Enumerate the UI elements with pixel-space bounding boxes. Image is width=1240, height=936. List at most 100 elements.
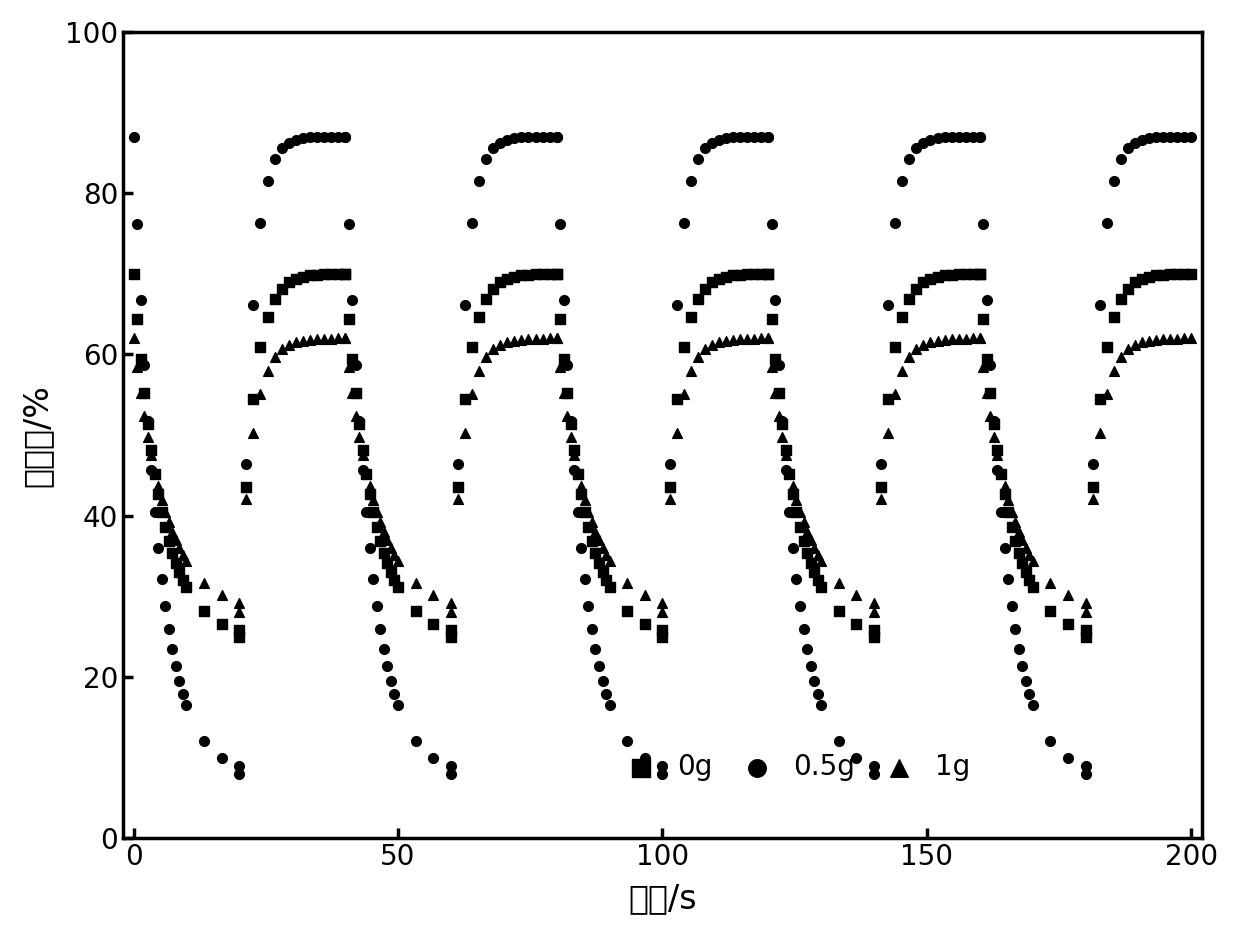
0g [518, 268, 538, 283]
0g [596, 573, 616, 588]
1g [688, 350, 708, 365]
0.5g [1012, 659, 1032, 674]
1g [469, 363, 489, 378]
0.5g [490, 135, 510, 150]
0.5g [1111, 152, 1131, 167]
0g [1076, 629, 1096, 644]
0.5g [145, 505, 165, 519]
0g [1118, 281, 1138, 296]
0g [314, 267, 334, 282]
0.5g [1125, 135, 1145, 150]
0.5g [1090, 297, 1110, 312]
0g [1132, 271, 1152, 286]
0g [761, 312, 781, 327]
0g [557, 386, 577, 401]
0.5g [970, 129, 990, 144]
0.5g [985, 414, 1004, 429]
0.5g [243, 297, 263, 312]
0g [776, 443, 796, 458]
1g [585, 524, 605, 539]
0g [162, 546, 182, 561]
0g [660, 479, 680, 494]
0g [744, 267, 764, 282]
0g [151, 505, 171, 519]
0g [463, 340, 482, 355]
1g [441, 605, 461, 620]
1g [885, 387, 905, 402]
0.5g [797, 641, 817, 656]
1g [149, 479, 169, 494]
0.5g [250, 215, 270, 230]
0.5g [702, 135, 722, 150]
0.5g [730, 129, 750, 144]
0g [335, 266, 355, 281]
0.5g [652, 759, 672, 774]
0g [782, 487, 802, 502]
1g [145, 464, 165, 479]
1g [635, 588, 655, 603]
1g [893, 363, 913, 378]
0g [600, 580, 620, 595]
0.5g [423, 751, 443, 766]
0g [985, 417, 1004, 431]
0g [828, 604, 848, 619]
0.5g [765, 293, 785, 308]
0.5g [124, 129, 144, 144]
1g [134, 408, 154, 423]
0.5g [593, 673, 613, 688]
1g [1012, 533, 1032, 548]
0.5g [977, 293, 997, 308]
0g [769, 386, 789, 401]
1g [511, 332, 531, 347]
1g [155, 505, 175, 519]
0.5g [1153, 129, 1173, 144]
1g [667, 425, 687, 440]
1g [994, 479, 1014, 494]
0g [864, 629, 884, 644]
1g [564, 447, 584, 462]
1g [1167, 331, 1187, 346]
0.5g [172, 686, 192, 701]
0.5g [1182, 129, 1202, 144]
0.5g [448, 456, 467, 471]
0g [730, 268, 750, 283]
1g [363, 492, 383, 507]
0g [709, 271, 729, 286]
1g [264, 350, 284, 365]
0.5g [130, 293, 150, 308]
0.5g [229, 767, 249, 782]
0.5g [794, 622, 813, 636]
1g [673, 387, 693, 402]
0g [991, 466, 1011, 481]
0.5g [229, 759, 249, 774]
0g [751, 267, 771, 282]
0.5g [1104, 173, 1123, 188]
1g [914, 337, 934, 352]
0g [994, 487, 1014, 502]
1g [973, 359, 993, 374]
1g [463, 387, 482, 402]
0g [568, 466, 588, 481]
0g [618, 604, 637, 619]
0.5g [1040, 733, 1060, 748]
0g [308, 268, 327, 283]
0.5g [949, 129, 968, 144]
0.5g [759, 129, 779, 144]
0.5g [1146, 130, 1166, 145]
0.5g [159, 622, 179, 636]
1g [279, 337, 299, 352]
0g [572, 487, 591, 502]
0.5g [582, 622, 601, 636]
0g [441, 629, 461, 644]
1g [981, 408, 1001, 423]
0.5g [441, 759, 461, 774]
0.5g [350, 414, 370, 429]
0.5g [673, 215, 693, 230]
0.5g [1006, 622, 1025, 636]
0g [455, 391, 475, 406]
0g [339, 312, 358, 327]
1g [805, 540, 825, 555]
1g [272, 342, 291, 357]
0.5g [300, 130, 320, 145]
1g [801, 533, 821, 548]
